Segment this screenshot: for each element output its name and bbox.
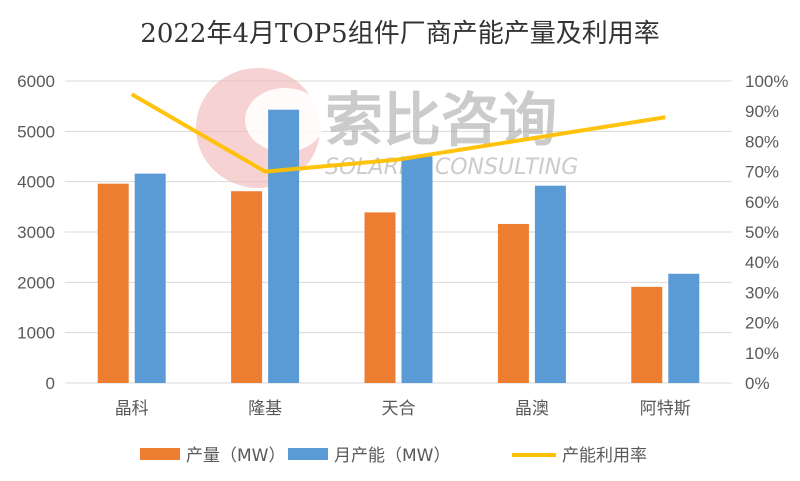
y2-tick-label: 80% xyxy=(745,132,779,151)
x-tick-label: 晶科 xyxy=(115,399,149,419)
bar-output xyxy=(231,191,263,383)
y2-tick-label: 50% xyxy=(745,223,779,242)
watermark-logo: 索比咨询 SOLARBE CONSULTING xyxy=(196,68,578,188)
y2-tick-label: 10% xyxy=(745,344,779,363)
chart-title: 2022年4月TOP5组件厂商产能产量及利用率 xyxy=(140,19,659,49)
x-tick-label: 天合 xyxy=(382,399,416,419)
y2-tick-label: 30% xyxy=(745,283,779,302)
x-tick-label: 隆基 xyxy=(248,399,282,419)
x-tick-label: 阿特斯 xyxy=(640,399,691,419)
y2-tick-label: 40% xyxy=(745,253,779,272)
y2-tick-label: 60% xyxy=(745,193,779,212)
bar-capacity xyxy=(668,273,700,383)
bar-output xyxy=(497,223,529,383)
y-tick-label: 4000 xyxy=(17,173,55,192)
x-tick-label: 晶澳 xyxy=(515,399,549,419)
y2-tick-label: 100% xyxy=(745,72,788,91)
legend-label: 产能利用率 xyxy=(562,446,647,466)
y2-tick-label: 20% xyxy=(745,314,779,333)
y-tick-label: 1000 xyxy=(17,324,55,343)
svg-text:SOLARBE CONSULTING: SOLARBE CONSULTING xyxy=(325,155,578,180)
utilization-line xyxy=(130,92,666,174)
y-tick-label: 0 xyxy=(46,374,55,393)
legend-swatch xyxy=(288,448,328,460)
y2-tick-label: 70% xyxy=(745,163,779,182)
legend-label: 产量（MW） xyxy=(186,446,285,466)
legend-swatch xyxy=(140,448,180,460)
bar-capacity xyxy=(534,185,566,383)
bar-capacity xyxy=(401,156,433,383)
y2-tick-label: 90% xyxy=(745,102,779,121)
bar-output xyxy=(364,212,396,383)
svg-text:索比咨询: 索比咨询 xyxy=(325,86,557,154)
bar-capacity xyxy=(134,173,166,383)
legend-label: 月产能（MW） xyxy=(334,446,450,466)
bar-capacity xyxy=(268,109,300,383)
y2-tick-label: 0% xyxy=(745,374,770,393)
y-tick-label: 3000 xyxy=(17,223,55,242)
y-tick-label: 6000 xyxy=(17,72,55,91)
y-tick-label: 5000 xyxy=(17,122,55,141)
bar-output xyxy=(631,286,663,383)
y-tick-label: 2000 xyxy=(17,273,55,292)
bar-output xyxy=(97,183,129,383)
